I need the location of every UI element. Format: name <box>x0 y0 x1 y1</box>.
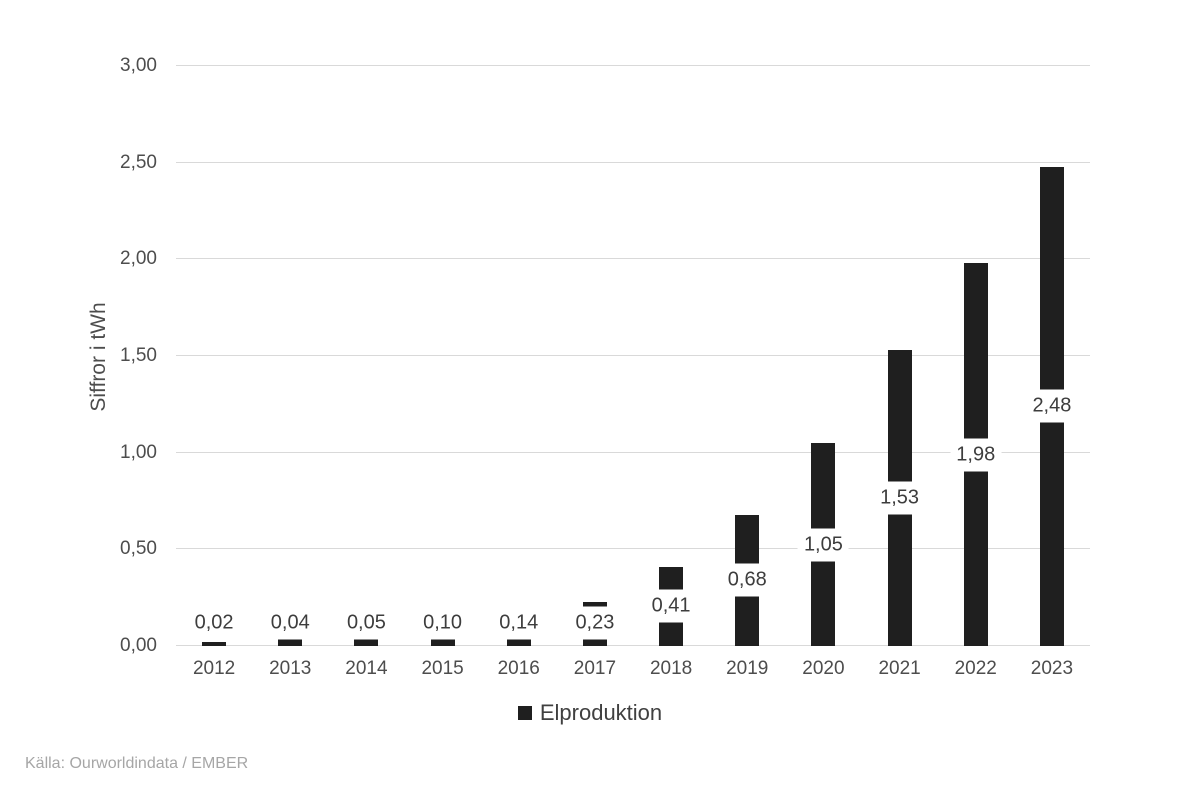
y-tick-label: 1,00 <box>120 441 157 463</box>
gridline <box>176 161 1090 163</box>
gridline <box>176 355 1090 356</box>
x-tick-label-2023: 2023 <box>1030 658 1074 679</box>
y-tick-label: 1,50 <box>120 345 157 366</box>
data-label-2016: 0,14 <box>493 606 545 640</box>
data-label-2023: 2,48 <box>1026 389 1078 423</box>
x-tick-label-2017: 2017 <box>573 658 617 679</box>
legend-label: Elproduktion <box>539 700 663 725</box>
x-tick-label-2021: 2021 <box>878 658 921 679</box>
plot-area: 0,02 0,04 0,05 0,10 0,14 0,23 0,41 0,68 1,05 1,53… <box>176 65 1090 646</box>
data-label-2012: 0,02 <box>188 606 240 640</box>
y-tick-label: 3,00 <box>120 55 157 76</box>
y-tick-label: 0,00 <box>120 635 157 656</box>
gridline <box>176 258 1090 260</box>
data-label-2019: 0,68 <box>721 563 773 597</box>
gridline <box>176 548 1090 550</box>
x-tick-label-2014: 2014 <box>345 658 388 679</box>
x-tick-label-2020: 2020 <box>802 658 845 679</box>
y-tick-label: 0,50 <box>120 538 157 560</box>
y-tick-label: 2,50 <box>120 151 157 173</box>
x-tick-label-2022: 2022 <box>954 658 997 679</box>
gridline <box>176 645 1090 646</box>
x-tick-label-2015: 2015 <box>421 658 464 679</box>
x-tick-label-2013: 2013 <box>269 658 312 679</box>
gridline <box>176 65 1090 66</box>
bar-2012 <box>202 642 227 646</box>
bar-2013 <box>278 638 303 646</box>
source-note: Källa: Ourworldindata / EMBER <box>25 755 249 772</box>
x-tick-label-2016: 2016 <box>497 658 540 679</box>
y-tick-label: 2,00 <box>120 248 157 270</box>
data-label-2021: 1,53 <box>874 481 926 515</box>
x-tick-label-2018: 2018 <box>649 658 693 679</box>
data-label-2022: 1,98 <box>950 438 1002 472</box>
bar-2014 <box>354 636 379 646</box>
data-label-2017: 0,23 <box>569 606 621 640</box>
data-label-2020: 1,05 <box>797 528 849 561</box>
x-tick-label-2019: 2019 <box>726 658 769 679</box>
data-label-2013: 0,04 <box>264 606 316 640</box>
data-label-2018: 0,41 <box>645 589 697 623</box>
legend-marker-icon <box>517 706 532 720</box>
x-tick-label-2012: 2012 <box>192 658 236 679</box>
gridline <box>176 451 1090 453</box>
legend: Elproduktion <box>0 700 1180 726</box>
data-label-2014: 0,05 <box>340 606 392 640</box>
data-label-2015: 0,10 <box>417 606 469 640</box>
